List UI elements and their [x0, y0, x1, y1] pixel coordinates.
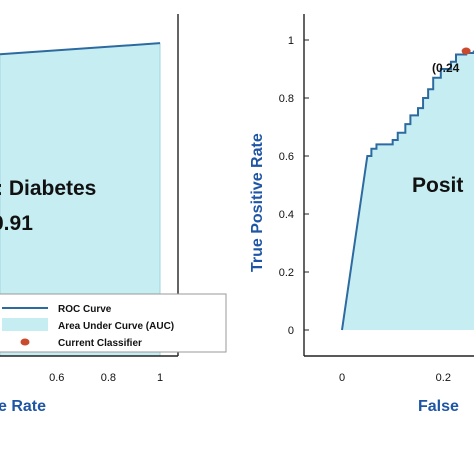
left-x-tick-label: 1	[157, 372, 163, 384]
left-x-ticks: 0.6 0.8 1	[49, 372, 163, 384]
right-panel-title-fragment: Posit	[412, 174, 463, 197]
right-y-tick-label: 0.8	[279, 93, 294, 105]
right-y-tick-label: 1	[288, 35, 294, 47]
left-roc-panel: 0.6 0.8 1 : Diabetes 0.91 e Rate ROC Curve…	[0, 14, 227, 415]
legend-auc-swatch	[2, 318, 48, 331]
left-roc-curve	[0, 42, 161, 56]
right-y-tick-label: 0.2	[279, 267, 294, 279]
left-panel-title-fragment: : Diabetes	[0, 177, 96, 200]
legend-current-classifier-label: Current Classifier	[58, 338, 142, 349]
legend-current-classifier-swatch	[20, 338, 30, 346]
right-x-ticks: 0 0.2	[339, 372, 451, 384]
left-x-tick-label: 0.8	[101, 372, 116, 384]
legend: ROC Curve Area Under Curve (AUC) Current…	[0, 293, 227, 353]
left-x-axis-title: e Rate	[0, 398, 46, 415]
left-panel-auc-fragment: 0.91	[0, 212, 33, 235]
legend-roc-curve-label: ROC Curve	[58, 304, 112, 315]
current-classifier-label: (0.24	[432, 61, 460, 75]
right-y-axis-title: True Positive Rate	[249, 133, 266, 272]
right-x-tick-label: 0.2	[436, 372, 451, 384]
right-y-tick-label: 0	[288, 325, 294, 337]
right-roc-panel: 00.20.40.60.81 0 0.2 (0.24 Posit False Tr…	[249, 14, 474, 415]
right-y-ticks: 0 0.2 0.4 0.6 0.8 1	[279, 35, 309, 337]
right-y-tick-label: 0.6	[279, 151, 294, 163]
current-classifier-point	[461, 47, 471, 55]
right-y-tick-label: 0.4	[279, 209, 294, 221]
right-x-axis-title: False	[418, 398, 459, 415]
left-x-tick-label: 0.6	[49, 372, 64, 384]
right-x-tick-label: 0	[339, 372, 345, 384]
right-auc-area	[342, 51, 474, 330]
legend-auc-label: Area Under Curve (AUC)	[58, 321, 174, 332]
